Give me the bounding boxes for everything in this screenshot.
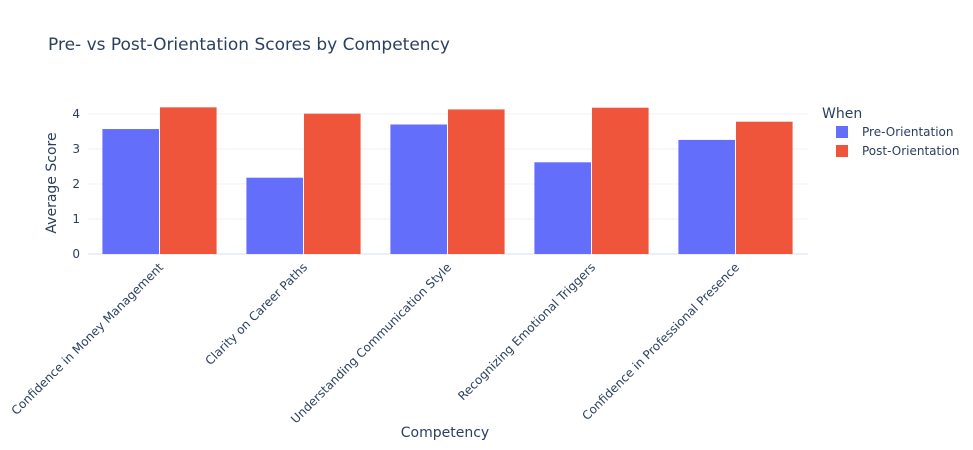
bar-pre-4 xyxy=(678,139,735,254)
y-tick-label: 1 xyxy=(72,212,80,226)
bar-pre-1 xyxy=(246,177,303,254)
legend-label: Post-Orientation xyxy=(862,144,960,158)
legend: When Pre-Orientation Post-Orientation xyxy=(822,106,960,158)
x-tick-label: Understanding Communication Style xyxy=(288,260,454,426)
x-axis-title: Competency xyxy=(401,425,489,441)
bar-post-4 xyxy=(736,121,793,254)
x-axis-ticks: Confidence in Money Management Clarity on… xyxy=(9,260,742,426)
y-tick-label: 2 xyxy=(72,177,80,191)
bar-post-0 xyxy=(160,107,217,254)
y-tick-label: 3 xyxy=(72,142,80,156)
chart-title: Pre- vs Post-Orientation Scores by Compe… xyxy=(48,35,450,55)
x-tick-label: Confidence in Money Management xyxy=(9,260,167,418)
x-tick-label: Recognizing Emotional Triggers xyxy=(455,260,598,403)
y-tick-label: 0 xyxy=(72,247,80,261)
x-tick-label: Confidence in Professional Presence xyxy=(579,260,742,423)
y-axis-title: Average Score xyxy=(44,132,60,233)
bars xyxy=(102,107,793,255)
bar-post-2 xyxy=(448,109,505,254)
y-axis-ticks: 0 1 2 3 4 xyxy=(72,107,80,261)
bar-pre-3 xyxy=(534,162,591,254)
legend-swatch xyxy=(836,126,848,138)
bar-post-1 xyxy=(304,113,361,255)
bar-post-3 xyxy=(592,107,649,254)
bar-pre-2 xyxy=(390,124,447,254)
legend-swatch xyxy=(836,145,848,157)
bar-pre-0 xyxy=(102,129,159,254)
x-tick-label: Clarity on Career Paths xyxy=(202,260,310,368)
legend-label: Pre-Orientation xyxy=(862,125,954,139)
y-tick-label: 4 xyxy=(72,107,80,121)
legend-title: When xyxy=(822,106,862,122)
